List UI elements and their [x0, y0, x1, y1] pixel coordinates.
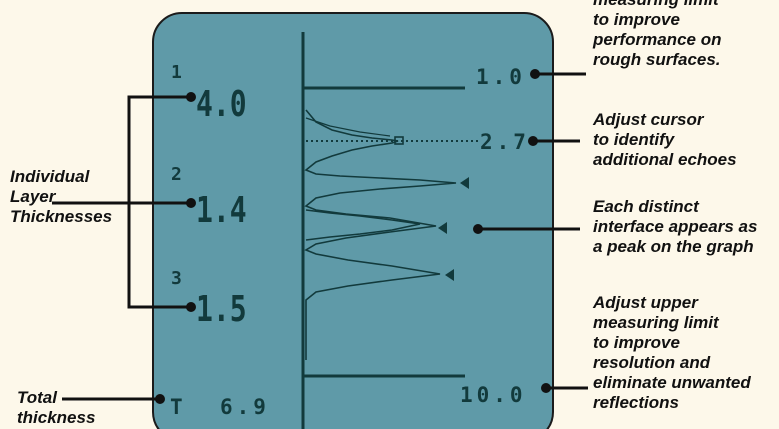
peak-marker-2 — [438, 222, 447, 234]
lower-limit-caption: measuring limit to improve performance o… — [593, 0, 722, 69]
layer-2-index: 2 — [171, 164, 182, 185]
echo-waveform — [304, 109, 457, 360]
peak-marker-3 — [445, 269, 454, 281]
peak-marker-1 — [460, 177, 469, 189]
layer-3-value: 1.5 — [196, 288, 247, 330]
layer-2-value: 1.4 — [196, 189, 247, 231]
callout-lines — [52, 72, 588, 401]
layer-3-index: 3 — [171, 268, 182, 289]
callout-dots — [155, 69, 551, 404]
cursor-caption: Adjust cursor to identify additional ech… — [593, 110, 737, 169]
layers-caption: Individual Layer Thicknesses — [10, 167, 113, 226]
lcd-screen — [152, 12, 554, 429]
cursor-peak-marker — [394, 136, 404, 145]
total-value: 6.9 — [220, 395, 270, 419]
lower-limit-value: 1.0 — [476, 65, 526, 89]
upper-limit-value: 10.0 — [460, 383, 527, 407]
total-symbol: T — [170, 395, 187, 419]
cursor-value: 2.7 — [480, 130, 530, 154]
total-caption: Total thickness — [17, 388, 96, 427]
upper-limit-caption: Adjust upper measuring limit to improve … — [593, 293, 751, 412]
layer-1-value: 4.0 — [196, 83, 247, 125]
layer-1-index: 1 — [171, 62, 182, 83]
peaks-caption: Each distinct interface appears as a pea… — [593, 197, 758, 256]
